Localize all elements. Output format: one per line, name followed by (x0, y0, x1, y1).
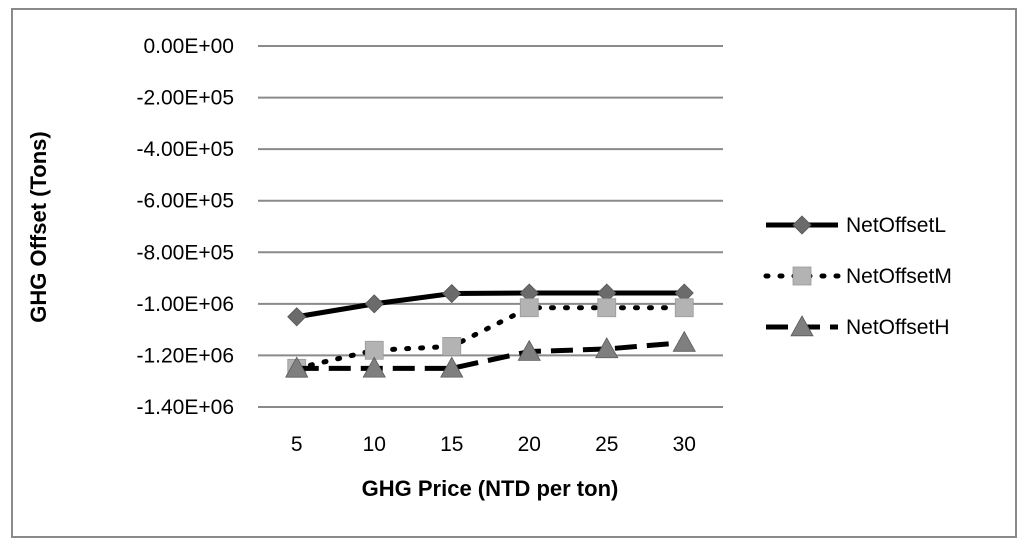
x-axis-title: GHG Price (NTD per ton) (362, 476, 619, 501)
gridlines (258, 45, 723, 408)
series-NetOffsetM (287, 298, 694, 378)
series-group (285, 283, 696, 378)
x-tick-label: 15 (440, 433, 463, 456)
data-point (442, 283, 462, 304)
legend-marker (790, 315, 814, 337)
y-tick-label: 0.00E+00 (143, 35, 234, 58)
x-tick-label: 5 (291, 433, 303, 456)
legend: NetOffsetL NetOffsetM NetOffsetH (763, 214, 952, 339)
data-point (287, 307, 307, 327)
data-point (440, 356, 464, 378)
y-tick-label: -2.00E+05 (137, 87, 235, 110)
data-point (285, 356, 309, 378)
y-axis-title: GHG Offset (Tons) (26, 131, 51, 322)
y-tick-label: -1.20E+06 (137, 344, 235, 367)
y-axis-tick-labels: 0.00E+00 -2.00E+05 -4.00E+05 -6.00E+05 -8.00… (137, 35, 235, 419)
legend-marker (792, 266, 812, 286)
series-NetOffsetH (285, 330, 696, 378)
y-tick-label: -4.00E+05 (137, 138, 235, 161)
y-tick-label: -1.40E+06 (137, 396, 235, 419)
legend-item: NetOffsetM (763, 265, 952, 288)
data-point (442, 337, 462, 356)
series-line (296, 340, 685, 371)
data-point (362, 356, 386, 378)
legend-marker (792, 215, 812, 235)
series-line (294, 305, 687, 371)
data-point (517, 339, 541, 361)
x-tick-label: 30 (673, 433, 696, 456)
x-axis-tick-labels: 5 10 15 20 25 30 (291, 433, 696, 456)
data-point (672, 330, 696, 352)
legend-label: NetOffsetL (846, 214, 946, 237)
x-tick-label: 20 (518, 433, 541, 456)
series-NetOffsetL (287, 283, 694, 327)
legend-label: NetOffsetM (846, 265, 952, 288)
data-point (597, 298, 617, 318)
y-tick-label: -1.00E+06 (137, 293, 235, 316)
data-point (364, 294, 384, 314)
y-tick-label: -8.00E+05 (137, 241, 235, 264)
x-tick-label: 10 (363, 433, 386, 456)
legend-item: NetOffsetH (766, 315, 949, 339)
y-tick-label: -6.00E+05 (137, 190, 235, 213)
series-line (296, 290, 685, 320)
data-point (595, 337, 619, 359)
legend-item: NetOffsetL (766, 214, 946, 237)
data-point (519, 298, 539, 318)
x-tick-label: 25 (595, 433, 618, 456)
data-point (674, 298, 694, 318)
legend-label: NetOffsetH (846, 316, 949, 339)
